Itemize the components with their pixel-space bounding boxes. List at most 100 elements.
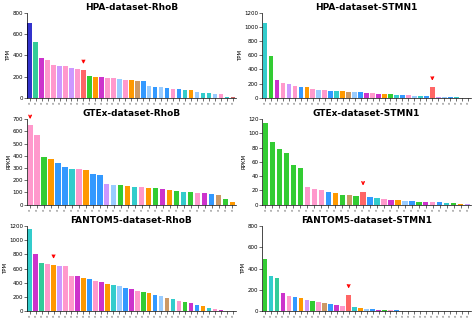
Bar [81, 278, 86, 311]
Bar [46, 60, 50, 98]
Bar [91, 174, 96, 204]
Bar [400, 95, 405, 98]
Bar [281, 83, 285, 98]
Bar [430, 203, 436, 204]
Bar [129, 289, 134, 311]
Bar [111, 185, 117, 204]
Bar [75, 276, 80, 311]
Bar [99, 77, 104, 98]
Bar [382, 199, 387, 204]
Bar [51, 65, 56, 98]
Bar [394, 310, 399, 311]
Bar [41, 157, 47, 204]
Bar [358, 92, 363, 98]
Bar [69, 68, 74, 98]
Bar [298, 168, 303, 204]
Bar [181, 192, 186, 204]
Bar [39, 59, 44, 98]
Bar [207, 93, 211, 98]
Bar [93, 281, 98, 311]
Bar [48, 159, 54, 204]
Bar [146, 188, 151, 204]
Bar [129, 80, 134, 98]
Bar [216, 195, 221, 204]
Bar [437, 203, 442, 204]
Bar [370, 309, 375, 311]
Bar [299, 87, 303, 98]
Bar [207, 308, 211, 311]
Bar [430, 87, 435, 98]
Bar [335, 91, 339, 98]
Bar [97, 175, 102, 204]
Bar [111, 78, 116, 98]
Bar [333, 193, 338, 204]
Bar [424, 96, 428, 98]
Bar [123, 80, 128, 98]
Bar [284, 153, 289, 204]
Bar [159, 87, 164, 98]
Bar [230, 202, 235, 204]
Bar [27, 23, 32, 98]
Bar [274, 80, 279, 98]
Bar [346, 195, 352, 204]
Bar [319, 190, 324, 204]
Bar [188, 192, 193, 204]
Bar [117, 79, 121, 98]
Bar [317, 90, 321, 98]
Bar [352, 307, 357, 311]
Bar [165, 298, 169, 311]
Bar [76, 169, 82, 204]
Bar [281, 292, 285, 311]
Bar [132, 187, 137, 204]
Bar [382, 310, 387, 311]
Bar [183, 90, 187, 98]
Bar [117, 286, 121, 311]
Bar [135, 291, 139, 311]
Bar [358, 308, 363, 311]
Bar [418, 96, 423, 98]
Bar [346, 92, 351, 98]
Bar [367, 197, 373, 204]
Bar [326, 192, 331, 204]
Bar [451, 203, 456, 204]
Bar [105, 284, 109, 311]
Bar [81, 70, 86, 98]
Bar [99, 282, 104, 311]
Y-axis label: TPM: TPM [242, 263, 246, 274]
Bar [328, 91, 333, 98]
Y-axis label: TPM: TPM [3, 263, 8, 274]
Bar [269, 56, 273, 98]
Bar [436, 97, 440, 98]
Bar [365, 308, 369, 311]
Bar [365, 93, 369, 98]
Bar [139, 187, 145, 204]
Bar [360, 192, 365, 204]
Bar [57, 66, 62, 98]
Bar [104, 184, 109, 204]
Title: HPA-dataset-RhoB: HPA-dataset-RhoB [85, 3, 178, 12]
Bar [174, 191, 179, 204]
Bar [213, 94, 217, 98]
Bar [231, 97, 235, 98]
Bar [147, 86, 152, 98]
Bar [87, 279, 91, 311]
Bar [219, 310, 223, 311]
Bar [442, 97, 447, 98]
Bar [322, 90, 327, 98]
Bar [202, 193, 207, 204]
Bar [352, 92, 357, 98]
Bar [201, 306, 205, 311]
Bar [346, 295, 351, 311]
Bar [263, 23, 267, 98]
Bar [454, 97, 458, 98]
Bar [105, 78, 109, 98]
Bar [388, 94, 393, 98]
Bar [201, 93, 205, 98]
Bar [160, 189, 165, 204]
Bar [83, 170, 89, 204]
Bar [183, 302, 187, 311]
Bar [335, 305, 339, 311]
Bar [39, 263, 44, 311]
Bar [225, 310, 229, 311]
Bar [409, 201, 415, 204]
